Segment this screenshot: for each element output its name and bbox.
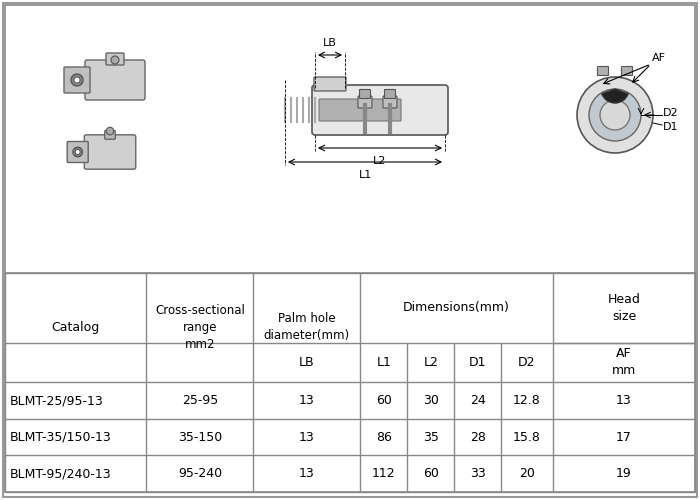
Text: 86: 86 xyxy=(376,430,392,444)
FancyBboxPatch shape xyxy=(85,60,145,100)
FancyBboxPatch shape xyxy=(360,90,370,98)
Text: 25-95: 25-95 xyxy=(182,394,218,407)
Circle shape xyxy=(600,100,630,130)
Text: 17: 17 xyxy=(616,430,632,444)
Text: LB: LB xyxy=(323,38,337,48)
FancyBboxPatch shape xyxy=(105,130,116,139)
Text: L1: L1 xyxy=(377,356,391,369)
FancyBboxPatch shape xyxy=(358,96,372,108)
FancyBboxPatch shape xyxy=(384,90,395,98)
FancyBboxPatch shape xyxy=(84,135,136,169)
FancyBboxPatch shape xyxy=(106,53,124,65)
Circle shape xyxy=(589,89,641,141)
Text: BLMT-95/240-13: BLMT-95/240-13 xyxy=(10,467,111,480)
Text: AF
mm: AF mm xyxy=(612,348,636,378)
Text: Cross-sectional
range
mm2: Cross-sectional range mm2 xyxy=(155,304,245,351)
Text: Palm hole
diameter(mm): Palm hole diameter(mm) xyxy=(264,312,350,342)
Wedge shape xyxy=(602,89,628,103)
Text: 13: 13 xyxy=(299,430,315,444)
Text: 60: 60 xyxy=(423,467,439,480)
FancyBboxPatch shape xyxy=(598,66,608,76)
Text: Dimensions(mm): Dimensions(mm) xyxy=(403,301,510,314)
Text: 13: 13 xyxy=(299,394,315,407)
Text: D2: D2 xyxy=(518,356,536,369)
Text: D2: D2 xyxy=(663,108,678,118)
Text: 13: 13 xyxy=(616,394,632,407)
Text: 35-150: 35-150 xyxy=(178,430,222,444)
Circle shape xyxy=(106,128,114,135)
Text: 24: 24 xyxy=(470,394,486,407)
FancyBboxPatch shape xyxy=(319,99,401,121)
FancyBboxPatch shape xyxy=(622,66,633,76)
Text: BLMT-35/150-13: BLMT-35/150-13 xyxy=(10,430,112,444)
Circle shape xyxy=(76,150,80,154)
Text: Catalog: Catalog xyxy=(52,321,100,334)
FancyBboxPatch shape xyxy=(67,142,88,163)
Text: AF: AF xyxy=(652,53,666,63)
Circle shape xyxy=(74,77,80,83)
Text: LB: LB xyxy=(299,356,315,369)
Circle shape xyxy=(577,77,653,153)
Circle shape xyxy=(73,147,83,157)
Text: 35: 35 xyxy=(423,430,439,444)
Text: 28: 28 xyxy=(470,430,486,444)
Text: 95-240: 95-240 xyxy=(178,467,222,480)
FancyBboxPatch shape xyxy=(312,85,448,135)
Text: 19: 19 xyxy=(616,467,632,480)
Text: 33: 33 xyxy=(470,467,486,480)
Text: D1: D1 xyxy=(663,122,678,132)
Text: 112: 112 xyxy=(372,467,396,480)
Circle shape xyxy=(111,56,119,64)
Text: 30: 30 xyxy=(423,394,439,407)
Text: BLMT-25/95-13: BLMT-25/95-13 xyxy=(10,394,104,407)
Text: 60: 60 xyxy=(376,394,392,407)
FancyBboxPatch shape xyxy=(314,77,346,91)
FancyBboxPatch shape xyxy=(383,96,397,108)
Text: Head
size: Head size xyxy=(608,292,640,322)
Text: D1: D1 xyxy=(469,356,486,369)
Text: L1: L1 xyxy=(358,170,372,180)
Bar xyxy=(5,5,695,272)
Text: L2: L2 xyxy=(424,356,438,369)
Text: L2: L2 xyxy=(373,156,386,166)
Text: 20: 20 xyxy=(519,467,535,480)
Bar xyxy=(5,272,695,492)
Text: 12.8: 12.8 xyxy=(513,394,541,407)
FancyBboxPatch shape xyxy=(64,67,90,93)
Text: 13: 13 xyxy=(299,467,315,480)
Text: 15.8: 15.8 xyxy=(513,430,541,444)
Circle shape xyxy=(71,74,83,86)
